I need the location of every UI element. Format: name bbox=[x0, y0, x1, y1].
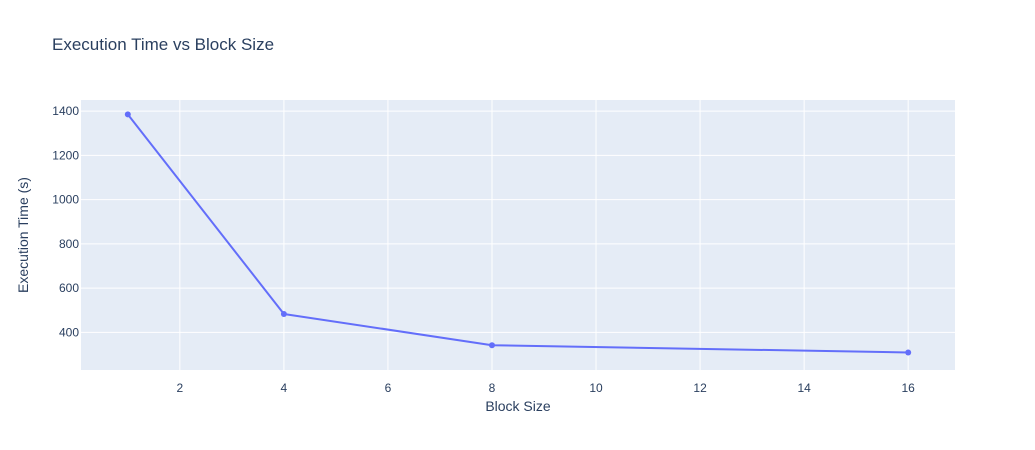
x-tick-label: 14 bbox=[797, 381, 811, 395]
series-layer bbox=[124, 111, 912, 356]
x-tick-label: 8 bbox=[489, 381, 496, 395]
x-tick-label: 10 bbox=[589, 381, 603, 395]
grid-lines bbox=[81, 100, 955, 370]
x-axis-ticks: 2 4 6 8 10 12 14 16 bbox=[177, 381, 916, 395]
y-axis-title: Execution Time (s) bbox=[15, 177, 31, 293]
y-tick-label: 1200 bbox=[52, 148, 79, 162]
x-tick-label: 4 bbox=[281, 381, 288, 395]
data-point bbox=[124, 111, 131, 118]
x-tick-label: 12 bbox=[693, 381, 707, 395]
data-point bbox=[905, 349, 912, 356]
y-tick-label: 400 bbox=[59, 325, 79, 339]
x-axis-title: Block Size bbox=[485, 398, 551, 414]
y-tick-label: 600 bbox=[59, 281, 79, 295]
data-point bbox=[280, 311, 287, 318]
y-tick-label: 800 bbox=[59, 237, 79, 251]
plot-area bbox=[81, 100, 955, 370]
data-point bbox=[488, 342, 495, 349]
y-axis-ticks: 400 600 800 1000 1200 1400 bbox=[52, 104, 79, 339]
y-tick-label: 1400 bbox=[52, 104, 79, 118]
series-line bbox=[127, 113, 909, 354]
x-tick-label: 6 bbox=[385, 381, 392, 395]
y-tick-label: 1000 bbox=[52, 193, 79, 207]
chart-title: Execution Time vs Block Size bbox=[52, 35, 274, 54]
x-tick-label: 16 bbox=[901, 381, 915, 395]
x-tick-label: 2 bbox=[177, 381, 184, 395]
